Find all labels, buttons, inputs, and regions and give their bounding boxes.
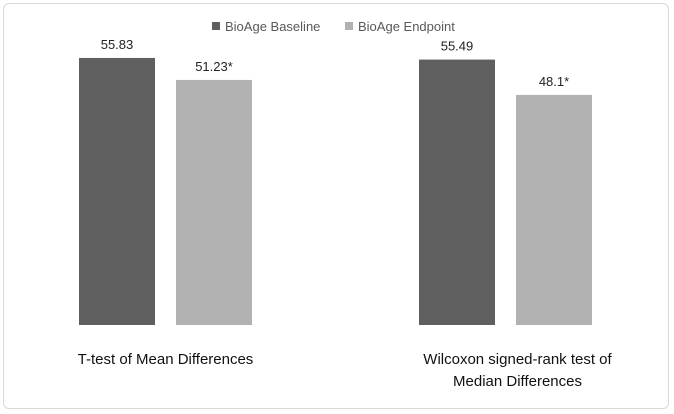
legend-swatch-baseline	[212, 22, 220, 30]
bars	[79, 57, 592, 326]
bar-endpoint-1	[176, 79, 252, 326]
data-label-baseline-1: 55.83	[101, 37, 134, 52]
bar-baseline-2	[419, 59, 495, 325]
category-label-2-line-2: Median Differences	[453, 373, 582, 390]
legend-swatch-endpoint	[345, 22, 353, 30]
legend-label-baseline: BioAge Baseline	[225, 19, 320, 34]
bar-endpoint-2	[516, 94, 592, 326]
category-label-1: T-test of Mean Differences	[78, 351, 254, 368]
data-label-endpoint-1: 51.23*	[195, 59, 233, 74]
data-labels: 55.83 51.23* 55.49 48.1*	[101, 37, 569, 89]
bar-baseline-1	[79, 57, 155, 325]
data-label-baseline-2: 55.49	[441, 39, 474, 54]
legend-label-endpoint: BioAge Endpoint	[358, 19, 455, 34]
category-label-2-line-1: Wilcoxon signed-rank test of	[423, 351, 612, 368]
data-label-endpoint-2: 48.1*	[539, 74, 569, 89]
legend: BioAge Baseline BioAge Endpoint	[212, 19, 455, 34]
category-labels: T-test of Mean Differences Wilcoxon signe…	[78, 351, 613, 390]
